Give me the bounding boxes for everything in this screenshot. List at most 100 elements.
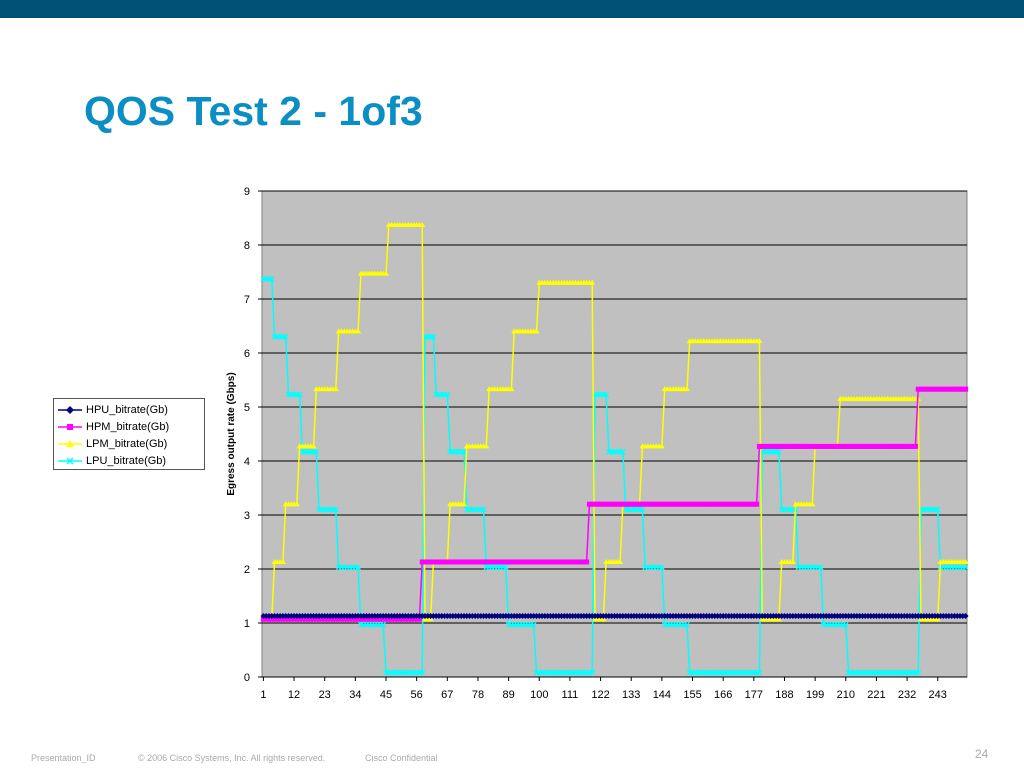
data-point: [481, 559, 487, 565]
legend-item-hpm: HPM_bitrate(Gb): [54, 418, 204, 435]
x-tick-label: 89: [502, 689, 514, 701]
data-point: [411, 616, 417, 622]
data-point: [684, 501, 690, 507]
data-point: [547, 559, 553, 565]
data-point: [508, 386, 515, 392]
series-lpu: [260, 276, 969, 676]
data-point: [363, 616, 369, 622]
data-point: [910, 443, 916, 449]
series-lpm: [260, 222, 969, 622]
data-point: [472, 559, 478, 565]
series-hpm: [260, 386, 969, 622]
footer-presentation-id: Presentation_ID: [31, 753, 96, 763]
data-point: [366, 616, 372, 622]
data-point: [962, 558, 969, 564]
data-point: [882, 443, 888, 449]
data-point: [645, 501, 651, 507]
data-point: [787, 443, 793, 449]
data-point: [400, 616, 406, 622]
data-point: [430, 333, 437, 340]
data-point: [842, 621, 849, 628]
data-point: [731, 501, 737, 507]
data-point: [773, 443, 779, 449]
data-point: [768, 443, 774, 449]
data-point: [762, 443, 768, 449]
data-point: [332, 506, 339, 513]
data-point: [876, 443, 882, 449]
data-point: [296, 391, 303, 398]
data-point: [530, 621, 537, 628]
data-point: [695, 501, 701, 507]
data-point: [486, 559, 492, 565]
data-point: [862, 443, 868, 449]
data-point: [453, 559, 459, 565]
data-point: [901, 443, 907, 449]
data-point: [598, 501, 604, 507]
data-point: [729, 501, 735, 507]
data-point: [756, 443, 762, 449]
data-point: [871, 443, 877, 449]
data-point: [514, 559, 520, 565]
data-point: [701, 501, 707, 507]
data-point: [595, 501, 601, 507]
data-point: [754, 501, 760, 507]
data-point: [848, 443, 854, 449]
data-point: [475, 559, 481, 565]
data-point: [272, 616, 278, 622]
legend-label: HPU_bitrate(Gb): [86, 403, 168, 416]
data-point: [617, 558, 624, 564]
data-point: [737, 501, 743, 507]
data-point: [559, 559, 565, 565]
data-point: [963, 386, 969, 392]
data-point: [756, 338, 763, 344]
data-point: [801, 443, 807, 449]
data-point: [564, 559, 570, 565]
data-point: [377, 616, 383, 622]
data-point: [294, 616, 300, 622]
data-point: [355, 564, 362, 571]
plot-area: [261, 190, 968, 678]
data-point: [517, 559, 523, 565]
data-point: [935, 386, 941, 392]
data-point: [832, 443, 838, 449]
data-point: [804, 443, 810, 449]
data-point: [347, 616, 353, 622]
data-point: [344, 616, 350, 622]
x-tick-label: 133: [622, 689, 640, 701]
data-point: [386, 616, 392, 622]
data-point: [391, 616, 397, 622]
data-point: [355, 328, 362, 334]
square-marker-icon: [58, 423, 82, 430]
data-point: [938, 386, 944, 392]
data-point: [533, 328, 540, 334]
legend-item-lpu: LPU_bitrate(Gb): [54, 452, 204, 469]
data-point: [658, 564, 665, 571]
data-point: [383, 270, 390, 276]
series-markers-lpm: [260, 222, 969, 622]
data-point: [653, 501, 659, 507]
data-point: [497, 559, 503, 565]
data-point: [619, 448, 626, 455]
data-point: [720, 501, 726, 507]
data-point: [506, 559, 512, 565]
data-point: [846, 443, 852, 449]
data-point: [531, 559, 537, 565]
data-point: [658, 443, 665, 449]
data-point: [921, 386, 927, 392]
data-point: [823, 443, 829, 449]
data-point: [308, 616, 314, 622]
series-markers-hpu: [260, 612, 969, 619]
x-tick-label: 221: [867, 689, 885, 701]
data-point: [584, 559, 590, 565]
data-point: [299, 616, 305, 622]
x-tick-label: 188: [775, 689, 793, 701]
data-point: [962, 612, 969, 619]
data-point: [358, 616, 364, 622]
data-point: [860, 443, 866, 449]
data-point: [350, 616, 356, 622]
data-point: [690, 501, 696, 507]
x-tick-label: 111: [562, 689, 579, 701]
series-hpu: [260, 612, 969, 619]
data-point: [592, 501, 598, 507]
data-point: [929, 386, 935, 392]
